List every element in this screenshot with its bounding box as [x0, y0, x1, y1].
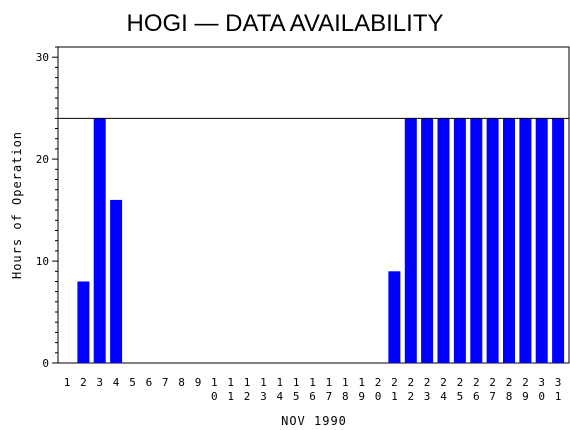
x-tick-label: 4 — [113, 376, 120, 389]
bar-day-23 — [421, 118, 434, 364]
y-tick-label: 30 — [36, 51, 49, 64]
bar-day-3 — [93, 118, 106, 364]
x-tick-label: 7 — [162, 376, 169, 389]
x-tick-label: 5 — [129, 376, 136, 389]
bar-day-28 — [503, 118, 515, 364]
bar-day-29 — [519, 118, 532, 364]
x-tick-label: 2 — [80, 376, 87, 389]
plot-frame — [57, 46, 570, 364]
x-tick-label: 1 — [64, 376, 71, 389]
x-axis-label: NOV 1990 — [281, 414, 347, 428]
x-axis: 1 2 3 4 5 6 7 8 9 1 01 11 21 31 41 51 61 71 81 92 02 12 22 32 42… — [64, 376, 562, 403]
x-tick-label: 6 — [146, 376, 153, 389]
bar-day-31 — [552, 118, 565, 364]
bar-day-22 — [404, 118, 417, 364]
bar-day-26 — [470, 118, 483, 364]
y-axis-label: Hours of Operation — [10, 131, 24, 279]
bar-day-21 — [388, 271, 401, 363]
bar-day-30 — [535, 118, 548, 364]
y-tick-label: 0 — [42, 357, 49, 370]
y-tick-label: 10 — [36, 255, 49, 268]
bar-day-25 — [453, 118, 466, 364]
bar-day-4 — [110, 199, 123, 363]
x-tick-label: 8 — [178, 376, 185, 389]
x-tick-label: 3 — [96, 376, 103, 389]
bar-day-2 — [77, 281, 90, 363]
y-axis: 0 10 20 30 — [36, 46, 58, 370]
x-tick-label: 9 — [195, 376, 202, 389]
bars-group — [77, 118, 565, 364]
bar-day-27 — [486, 118, 499, 364]
chart-title: HOGI — DATA AVAILABILITY — [127, 10, 444, 37]
y-tick-label: 20 — [36, 153, 49, 166]
bar-day-24 — [437, 118, 450, 364]
